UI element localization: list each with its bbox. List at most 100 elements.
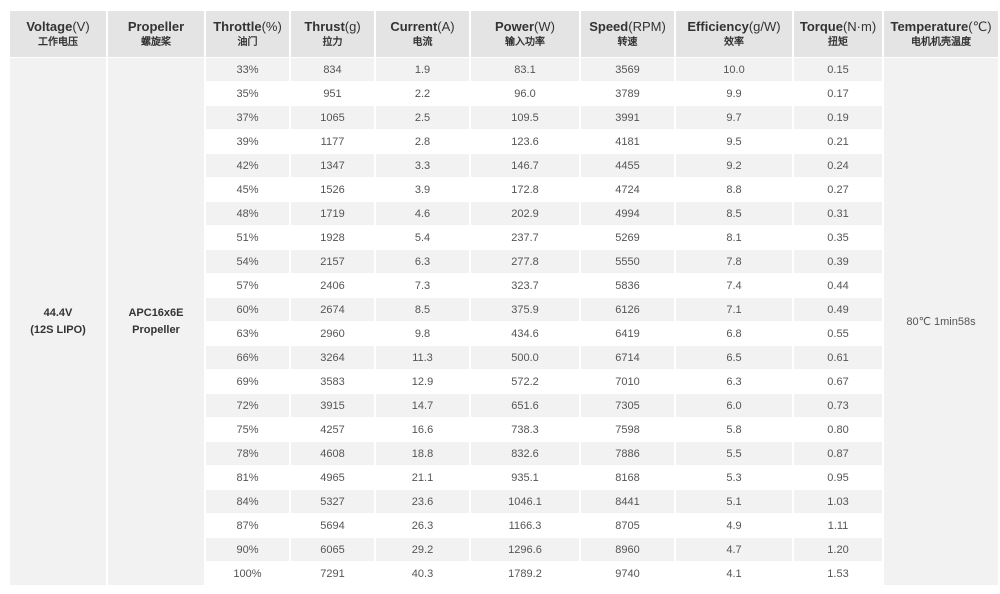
power-cell: 434.6: [471, 322, 579, 345]
header-power: Power(W) 输入功率: [471, 11, 579, 57]
thrust-cell: 2960: [291, 322, 374, 345]
torque-cell: 0.44: [794, 274, 882, 297]
header-efficiency-name: Efficiency: [687, 19, 749, 34]
efficiency-cell: 5.5: [676, 442, 792, 465]
header-throttle-unit: (%): [261, 19, 282, 34]
power-cell: 202.9: [471, 202, 579, 225]
table-row: 35% 951 2.2 96.0 3789 9.9 0.17: [10, 82, 998, 105]
table-row: 37% 1065 2.5 109.5 3991 9.7 0.19: [10, 106, 998, 129]
table-row: 75% 4257 16.6 738.3 7598 5.8 0.80: [10, 418, 998, 441]
speed-cell: 8441: [581, 490, 674, 513]
torque-cell: 1.03: [794, 490, 882, 513]
efficiency-cell: 4.9: [676, 514, 792, 537]
table-row: 39% 1177 2.8 123.6 4181 9.5 0.21: [10, 130, 998, 153]
thrust-cell: 6065: [291, 538, 374, 561]
efficiency-cell: 6.8: [676, 322, 792, 345]
torque-cell: 0.35: [794, 226, 882, 249]
efficiency-cell: 6.3: [676, 370, 792, 393]
power-cell: 172.8: [471, 178, 579, 201]
current-cell: 14.7: [376, 394, 469, 417]
speed-cell: 7010: [581, 370, 674, 393]
power-cell: 935.1: [471, 466, 579, 489]
table-row: 66% 3264 11.3 500.0 6714 6.5 0.61: [10, 346, 998, 369]
efficiency-cell: 4.7: [676, 538, 792, 561]
header-propeller: Propeller 螺旋桨: [108, 11, 204, 57]
header-speed-unit: (RPM): [628, 19, 666, 34]
table-row: 63% 2960 9.8 434.6 6419 6.8 0.55: [10, 322, 998, 345]
table-row: 87% 5694 26.3 1166.3 8705 4.9 1.11: [10, 514, 998, 537]
speed-cell: 5836: [581, 274, 674, 297]
header-throttle-name: Throttle: [213, 19, 262, 34]
efficiency-cell: 9.5: [676, 130, 792, 153]
header-power-name: Power: [495, 19, 535, 34]
header-voltage: Voltage(V) 工作电压: [10, 11, 106, 57]
throttle-cell: 45%: [206, 178, 289, 201]
thrust-cell: 3915: [291, 394, 374, 417]
speed-cell: 3991: [581, 106, 674, 129]
torque-cell: 0.27: [794, 178, 882, 201]
current-cell: 11.3: [376, 346, 469, 369]
table-row: 48% 1719 4.6 202.9 4994 8.5 0.31: [10, 202, 998, 225]
speed-cell: 6419: [581, 322, 674, 345]
header-efficiency: Efficiency(g/W) 效率: [676, 11, 792, 57]
table-row: 54% 2157 6.3 277.8 5550 7.8 0.39: [10, 250, 998, 273]
efficiency-cell: 10.0: [676, 58, 792, 81]
current-cell: 26.3: [376, 514, 469, 537]
table-row: 84% 5327 23.6 1046.1 8441 5.1 1.03: [10, 490, 998, 513]
header-thrust-name: Thrust: [304, 19, 345, 34]
header-speed: Speed(RPM) 转速: [581, 11, 674, 57]
thrust-cell: 834: [291, 58, 374, 81]
torque-cell: 0.15: [794, 58, 882, 81]
thrust-cell: 1928: [291, 226, 374, 249]
power-cell: 123.6: [471, 130, 579, 153]
table-row: 78% 4608 18.8 832.6 7886 5.5 0.87: [10, 442, 998, 465]
current-cell: 6.3: [376, 250, 469, 273]
propeller-model: APC16x6E: [128, 306, 184, 319]
voltage-cell: 44.4V (12S LIPO): [10, 58, 106, 585]
header-current-chinese: 电流: [412, 37, 433, 48]
thrust-cell: 2157: [291, 250, 374, 273]
speed-cell: 7305: [581, 394, 674, 417]
torque-cell: 0.21: [794, 130, 882, 153]
power-cell: 572.2: [471, 370, 579, 393]
power-cell: 1296.6: [471, 538, 579, 561]
header-torque-name: Torque: [799, 19, 843, 34]
header-efficiency-chinese: 效率: [724, 37, 744, 48]
speed-cell: 5550: [581, 250, 674, 273]
speed-cell: 4181: [581, 130, 674, 153]
efficiency-cell: 8.8: [676, 178, 792, 201]
header-power-label: Power(W): [471, 19, 579, 35]
current-cell: 3.3: [376, 154, 469, 177]
throttle-cell: 51%: [206, 226, 289, 249]
throttle-cell: 60%: [206, 298, 289, 321]
torque-cell: 0.73: [794, 394, 882, 417]
thrust-cell: 4257: [291, 418, 374, 441]
power-cell: 738.3: [471, 418, 579, 441]
header-propeller-chinese: 螺旋桨: [141, 37, 171, 48]
torque-cell: 1.20: [794, 538, 882, 561]
propeller-label: Propeller: [132, 323, 180, 336]
header-temperature: Temperature(℃) 电机机壳温度: [884, 11, 998, 57]
table-row: 57% 2406 7.3 323.7 5836 7.4 0.44: [10, 274, 998, 297]
power-cell: 500.0: [471, 346, 579, 369]
header-current: Current(A) 电流: [376, 11, 469, 57]
thrust-cell: 951: [291, 82, 374, 105]
torque-cell: 0.17: [794, 82, 882, 105]
efficiency-cell: 8.1: [676, 226, 792, 249]
propeller-cell: APC16x6E Propeller: [108, 58, 204, 585]
current-cell: 2.2: [376, 82, 469, 105]
throttle-cell: 37%: [206, 106, 289, 129]
header-temperature-label: Temperature(℃): [884, 19, 998, 35]
header-power-unit: (W): [534, 19, 555, 34]
throttle-cell: 81%: [206, 466, 289, 489]
thrust-cell: 1719: [291, 202, 374, 225]
current-cell: 40.3: [376, 562, 469, 585]
current-cell: 23.6: [376, 490, 469, 513]
current-cell: 2.8: [376, 130, 469, 153]
current-cell: 16.6: [376, 418, 469, 441]
power-cell: 323.7: [471, 274, 579, 297]
current-cell: 8.5: [376, 298, 469, 321]
speed-cell: 4994: [581, 202, 674, 225]
header-torque-chinese: 扭矩: [828, 37, 848, 48]
speed-cell: 4455: [581, 154, 674, 177]
